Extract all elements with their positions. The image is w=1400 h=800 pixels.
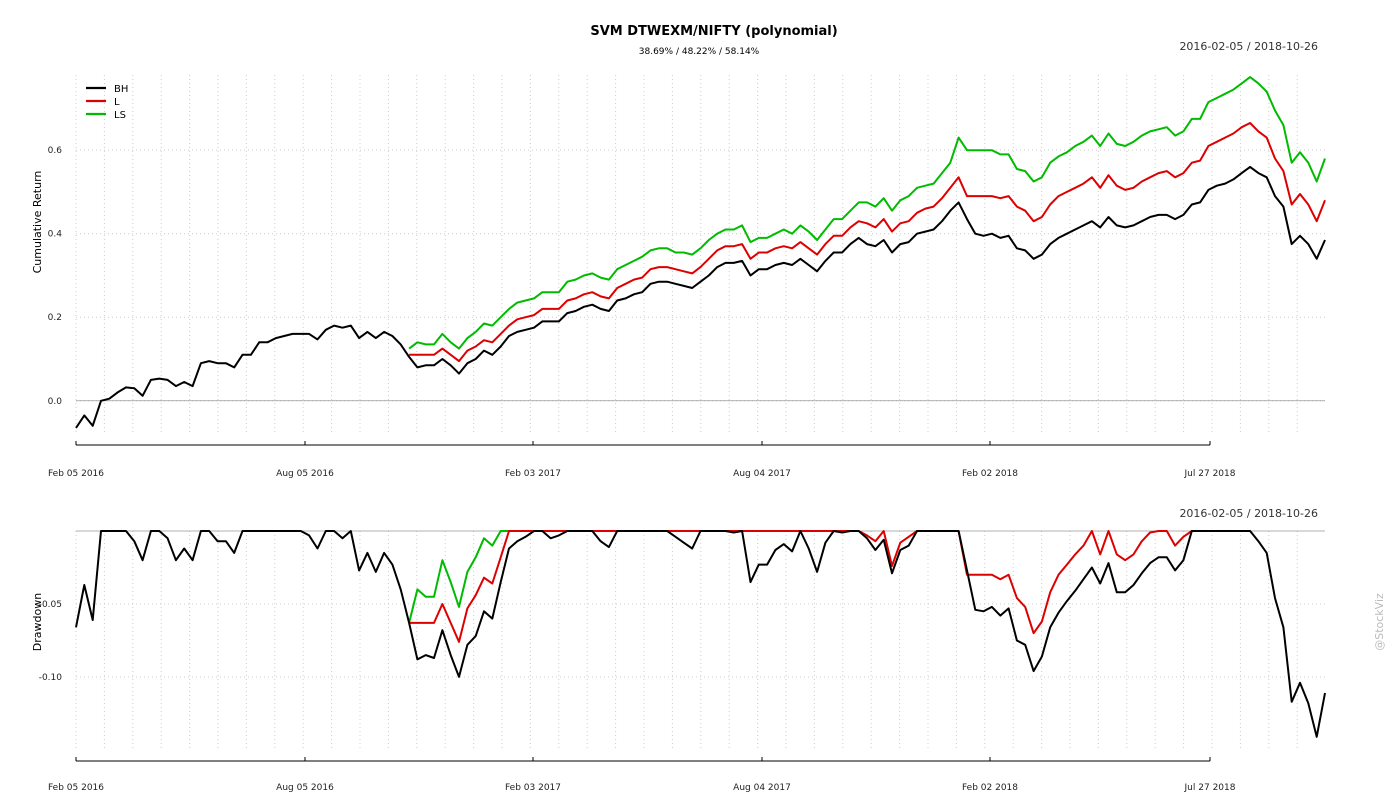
cumulative-return-panel: 0.0 0.2 0.4 0.6 Feb 05 2016 Aug 05 2016 Feb 03…: [48, 75, 1326, 479]
bottom-date-range: 2016-02-05 / 2018-10-26: [1179, 507, 1318, 520]
x-tick-label: Aug 05 2016: [276, 469, 334, 479]
legend: BH L LS: [86, 84, 128, 121]
series-line-bh: [75, 530, 1326, 738]
top-y-axis-label: Cumulative Return: [31, 171, 44, 274]
y-tick-label: 0.4: [48, 230, 63, 240]
x-tick-label: Jul 27 2018: [1184, 783, 1236, 793]
x-tick-label: Aug 04 2017: [733, 469, 791, 479]
legend-label-bh: BH: [114, 84, 128, 95]
legend-label-ls: LS: [114, 110, 126, 121]
x-tick-label: Aug 04 2017: [733, 783, 791, 793]
legend-label-l: L: [114, 97, 120, 108]
x-tick-label: Feb 03 2017: [505, 469, 561, 479]
drawdown-panel: -0.05 -0.10 Feb 05 2016 Aug 05 2016 Feb 03 2…: [39, 530, 1326, 793]
series-line-ls: [408, 76, 1326, 350]
watermark: @StockViz: [1373, 593, 1386, 651]
series-line-l: [409, 122, 1326, 363]
y-tick-label: 0.2: [48, 313, 62, 323]
x-tick-label: Feb 05 2016: [48, 783, 104, 793]
y-tick-label: -0.05: [39, 600, 62, 610]
chart-title: SVM DTWEXM/NIFTY (polynomial): [590, 24, 837, 39]
x-tick-label: Feb 03 2017: [505, 783, 561, 793]
y-tick-label: -0.10: [39, 673, 63, 683]
series-line-ls: [408, 530, 509, 624]
y-tick-label: 0.6: [48, 146, 63, 156]
top-date-range: 2016-02-05 / 2018-10-26: [1179, 40, 1318, 53]
chart-subtitle: 38.69% / 48.22% / 58.14%: [639, 47, 760, 57]
x-tick-label: Feb 02 2018: [962, 469, 1018, 479]
x-tick-label: Feb 02 2018: [962, 783, 1018, 793]
x-tick-label: Jul 27 2018: [1184, 469, 1236, 479]
series-line-bh: [75, 165, 1326, 429]
bottom-y-axis-label: Drawdown: [31, 593, 44, 651]
series-line-l: [409, 530, 1251, 643]
x-tick-label: Feb 05 2016: [48, 469, 104, 479]
y-tick-label: 0.0: [48, 397, 63, 407]
x-tick-label: Aug 05 2016: [276, 783, 334, 793]
